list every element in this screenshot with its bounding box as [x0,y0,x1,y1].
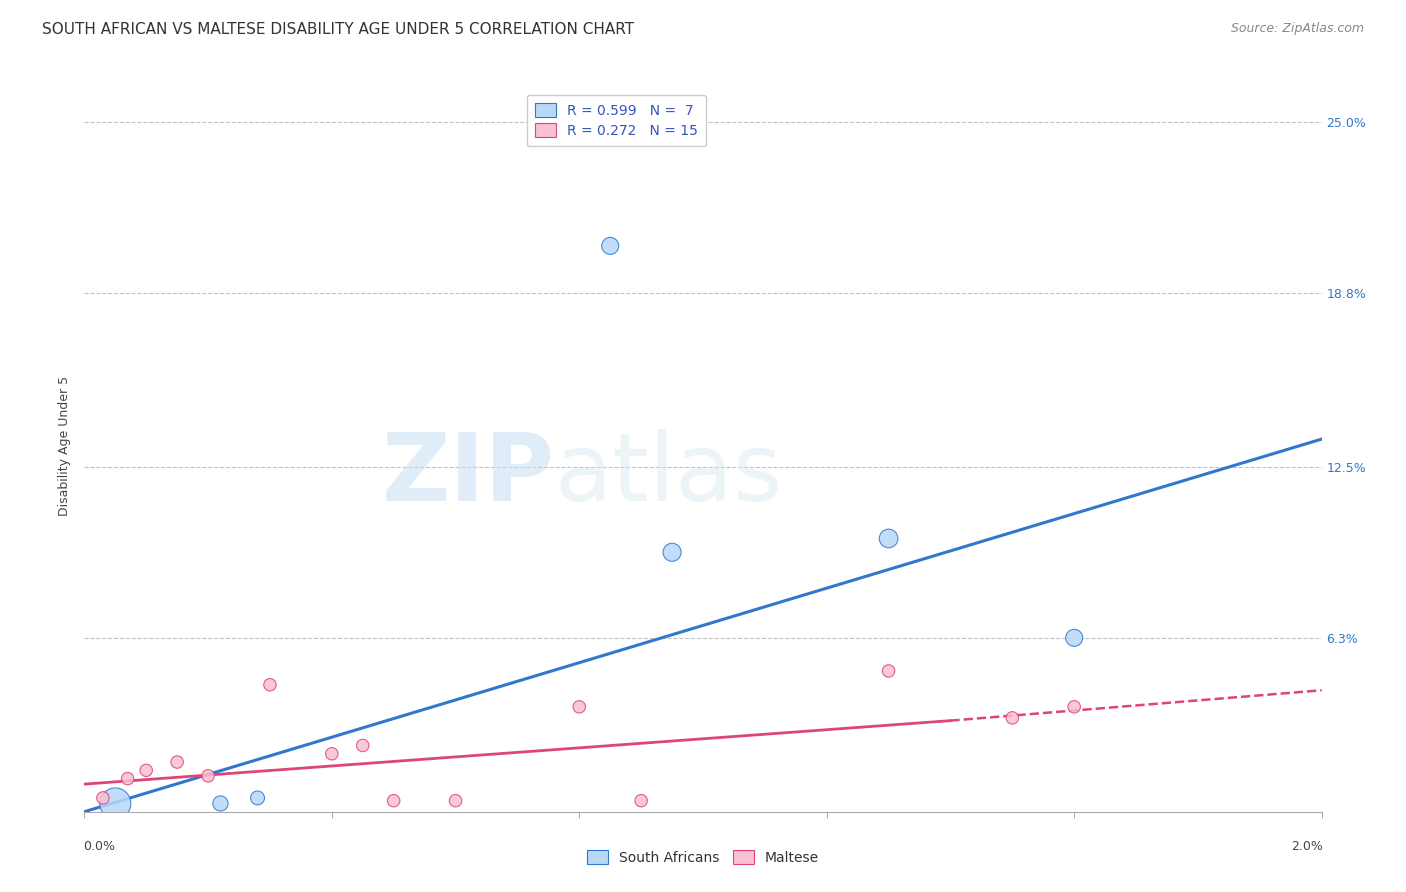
Point [1001,711,1024,725]
Point [877,532,900,546]
Point [444,794,467,808]
Text: 0.0%: 0.0% [83,839,115,853]
Legend: South Africans, Maltese: South Africans, Maltese [581,845,825,871]
Text: ZIP: ZIP [381,429,554,521]
Point [104,797,127,811]
Text: Source: ZipAtlas.com: Source: ZipAtlas.com [1230,22,1364,36]
Text: atlas: atlas [554,429,783,521]
Point [135,764,157,778]
Point [91,791,114,805]
Point [599,239,621,253]
Point [877,664,900,678]
Y-axis label: Disability Age Under 5: Disability Age Under 5 [58,376,72,516]
Point [1063,631,1085,645]
Point [166,755,188,769]
Point [630,794,652,808]
Point [117,772,139,786]
Text: SOUTH AFRICAN VS MALTESE DISABILITY AGE UNDER 5 CORRELATION CHART: SOUTH AFRICAN VS MALTESE DISABILITY AGE … [42,22,634,37]
Point [259,678,281,692]
Text: 2.0%: 2.0% [1291,839,1323,853]
Point [246,791,269,805]
Point [1063,699,1085,714]
Point [352,739,374,753]
Point [568,699,591,714]
Point [197,769,219,783]
Point [209,797,232,811]
Point [321,747,343,761]
Point [382,794,405,808]
Point [661,545,683,559]
